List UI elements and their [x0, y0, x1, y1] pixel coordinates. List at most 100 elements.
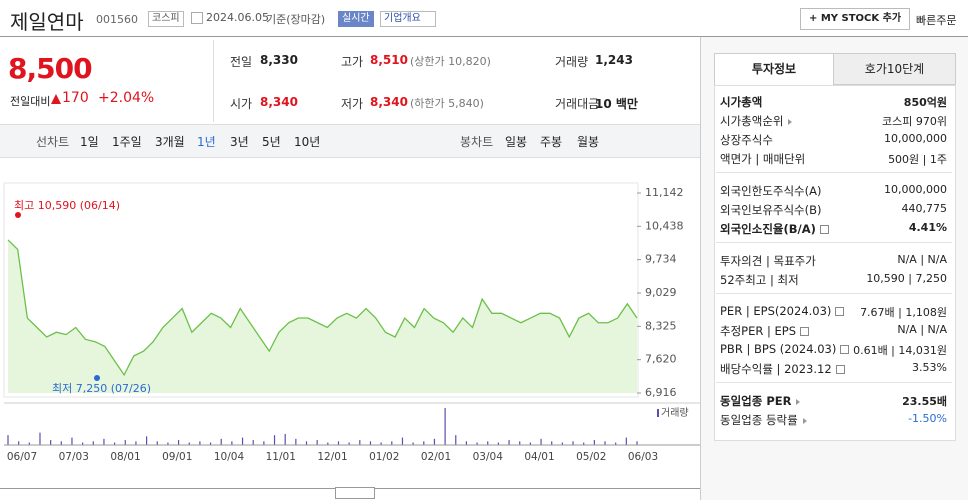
x-tick-label: 06/07 [7, 451, 37, 463]
volume-bar [380, 442, 382, 445]
volume-bar [305, 441, 308, 445]
help-icon [800, 327, 810, 336]
period-tab[interactable]: 10년 [294, 135, 321, 149]
low-label: 최저 7,250 (07/26) [52, 382, 151, 395]
volume-bar [476, 442, 478, 445]
volume-bar [636, 441, 638, 445]
volume-bar [455, 435, 457, 445]
arrow-icon [802, 417, 807, 424]
volume-bar [625, 437, 627, 445]
summary-label: 전일 [230, 55, 253, 69]
realtime-badge[interactable]: 실시간 [338, 11, 374, 27]
period-tab[interactable]: 1일 [80, 135, 99, 149]
candle-tab[interactable]: 주봉 [540, 135, 563, 149]
info-label: 52주최고 | 최저 [720, 273, 799, 287]
info-label: PER | EPS(2024.03) [720, 304, 845, 318]
info-value: 4.41% [908, 221, 947, 234]
info-label: 상장주식수 [720, 133, 773, 147]
period-label: 봉차트 [460, 135, 494, 149]
stock-code: 001560 [96, 13, 138, 26]
volume-bar [295, 438, 297, 445]
summary-value: 8,340 [260, 95, 298, 109]
period-tab[interactable]: 1년 [197, 135, 216, 149]
change-pct: +2.04% [98, 90, 155, 106]
info-tab[interactable]: 호가10단계 [833, 53, 956, 85]
candle-tab[interactable]: 월봉 [577, 135, 600, 149]
divider [213, 40, 214, 122]
volume-bar [231, 441, 233, 445]
volume-bar [135, 441, 137, 445]
info-divider [716, 242, 952, 243]
volume-legend [657, 409, 659, 417]
volume-bar [60, 441, 62, 445]
volume-bar [39, 432, 41, 445]
volume-bar [124, 440, 126, 445]
info-value: 10,590 | 7,250 [866, 272, 947, 285]
volume-bar [167, 442, 169, 445]
y-tick-label: 7,620 [645, 353, 677, 366]
volume-bar [28, 442, 30, 445]
period-tab[interactable]: 3개월 [155, 135, 185, 149]
x-tick-label: 01/02 [369, 451, 399, 463]
info-value: N/A | N/A [897, 323, 947, 336]
summary-label: 시가 [230, 97, 253, 111]
summary-label: 고가 [341, 55, 364, 69]
info-label: 시가총액순위 [720, 113, 793, 129]
collapse-button[interactable] [335, 487, 375, 499]
volume-bar [369, 441, 372, 445]
info-label: 외국인소진율(B/A) [720, 221, 829, 237]
candle-tab[interactable]: 일봉 [505, 135, 528, 149]
volume-bar [273, 435, 276, 445]
info-value: 500원 | 1주 [888, 153, 947, 166]
info-label: 외국인한도주식수(A) [720, 184, 822, 198]
info-value: 3.53% [912, 361, 947, 374]
quick-order[interactable]: 빠른주문 [916, 14, 957, 27]
period-label: 선차트 [36, 135, 70, 149]
x-tick-label: 06/03 [628, 451, 658, 463]
info-value: 0.61배 | 14,031원 [853, 344, 947, 357]
info-label: 외국인보유주식수(B) [720, 203, 822, 217]
y-tick-label: 11,142 [645, 186, 684, 199]
volume-bar [177, 440, 180, 445]
volume-bar [497, 442, 500, 445]
y-tick-label: 9,734 [645, 253, 677, 266]
info-value: 코스피 970위 [882, 115, 947, 128]
summary-label: 저가 [341, 97, 364, 111]
volume-bar [220, 438, 222, 445]
x-tick-label: 09/01 [162, 451, 192, 463]
volume-bar [92, 441, 94, 445]
mystock-button[interactable]: + MY STOCK 추가 [800, 8, 911, 30]
volume-bar [433, 438, 436, 445]
high-label: 최고 10,590 (06/14) [14, 199, 120, 212]
chart: 11,142 10,438 9,734 9,029 8,325 7,620 6,916 최고 … [3, 182, 700, 463]
info-value: -1.50% [908, 412, 947, 425]
price-line [7, 239, 638, 377]
period-bar [0, 124, 700, 158]
y-tick-label: 10,438 [645, 219, 684, 232]
volume-bar [82, 442, 84, 445]
high-dot [15, 212, 21, 218]
volume-bar [551, 441, 553, 445]
period-tab[interactable]: 1주일 [112, 135, 142, 149]
help-icon [835, 365, 845, 374]
info-tab[interactable]: 투자정보 [714, 53, 834, 85]
chart-frame [3, 182, 639, 398]
x-tick-label: 03/04 [473, 451, 504, 463]
period-tab[interactable]: 3년 [230, 135, 249, 149]
x-tick-label: 11/01 [266, 451, 296, 463]
summary-value: 8,330 [260, 53, 298, 67]
arrow-icon [788, 118, 793, 125]
volume-bar [529, 442, 531, 445]
info-label: 배당수익률 | 2023.12 [720, 361, 845, 377]
volume-bar [519, 441, 521, 445]
volume-bar [145, 436, 148, 445]
volume-bar [412, 442, 414, 445]
info-box [714, 85, 956, 441]
low-dot [94, 375, 100, 381]
period-tab[interactable]: 5년 [262, 135, 281, 149]
x-tick-label: 10/04 [214, 451, 245, 463]
info-value: 850억원 [903, 96, 947, 109]
x-tick-label: 08/01 [110, 451, 140, 463]
overview-button[interactable]: 기업개요 [380, 11, 436, 27]
